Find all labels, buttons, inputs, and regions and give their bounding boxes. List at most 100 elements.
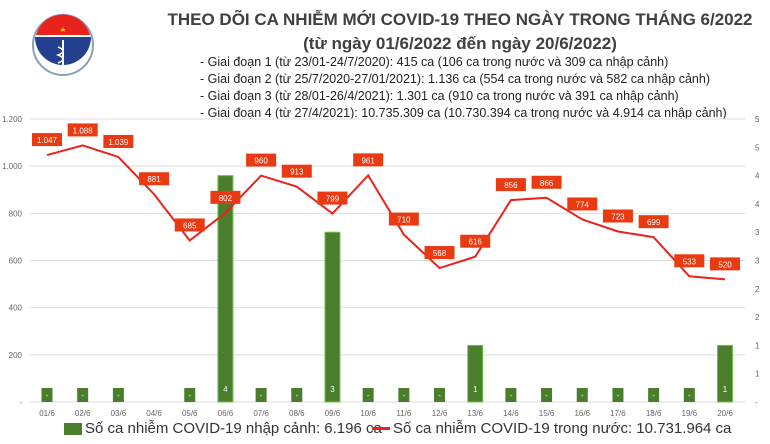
x-tick-label: 02/6 <box>75 409 91 418</box>
line-label-box <box>638 215 669 229</box>
legend-domestic: Số ca nhiễm COVID-19 trong nước: 10.731.… <box>372 420 731 437</box>
x-tick-label: 15/6 <box>539 409 555 418</box>
line-label: 723 <box>611 212 625 221</box>
bar-label: - <box>617 391 620 400</box>
logo <box>32 14 94 76</box>
line-label-box <box>103 134 134 148</box>
bar-label: - <box>117 391 120 400</box>
legend-bar-swatch <box>64 422 82 435</box>
bar-label: - <box>652 391 655 400</box>
x-tick-label: 20/6 <box>717 409 733 418</box>
right-tick-label: 4 <box>755 200 760 209</box>
bar-label: - <box>581 391 584 400</box>
line-label: 1.047 <box>37 136 58 145</box>
right-tick-label: 3 <box>755 257 760 266</box>
bar <box>648 388 660 402</box>
x-tick-label: 11/6 <box>396 409 412 418</box>
note-phase-2: - Giai đoạn 2 (từ 25/7/2020-27/01/2021):… <box>200 72 710 86</box>
x-tick-label: 01/6 <box>39 409 55 418</box>
bar <box>217 175 234 403</box>
line-label: 699 <box>647 218 661 227</box>
bar-label: - <box>438 391 441 400</box>
line-label-box <box>281 164 312 178</box>
right-tick-label: 2 <box>755 285 760 294</box>
line-label-box <box>246 153 277 167</box>
chart-title: THEO DÕI CA NHIỄM MỚI COVID-19 THEO NGÀY… <box>167 10 753 29</box>
x-tick-label: 18/6 <box>646 409 662 418</box>
line-label: 710 <box>397 216 411 225</box>
bar-label: 3 <box>330 385 335 394</box>
domestic-line <box>46 144 726 281</box>
right-tick-label: 5 <box>755 115 760 124</box>
x-tick-label: 14/6 <box>503 409 519 418</box>
bar <box>291 388 303 402</box>
line-label-box <box>210 190 241 204</box>
line-label: 913 <box>290 168 304 177</box>
line-label-box <box>67 123 98 137</box>
bar-label: - <box>46 391 49 400</box>
line-label-box <box>710 257 740 271</box>
bar-label: - <box>545 391 548 400</box>
line-label: 520 <box>718 260 732 269</box>
line-label-box <box>567 197 598 211</box>
line-label-box <box>139 172 170 186</box>
legend-line-swatch <box>372 427 390 430</box>
left-tick-label: 400 <box>9 304 23 313</box>
x-tick-label: 17/6 <box>610 409 626 418</box>
bar-label: - <box>403 391 406 400</box>
right-tick-label: 1 <box>755 370 760 379</box>
chart-subtitle: (từ ngày 01/6/2022 đến ngày 20/6/2022) <box>303 34 617 53</box>
bar-label: 1 <box>723 385 728 394</box>
bar <box>77 388 89 402</box>
bar <box>41 388 53 402</box>
bar-label: - <box>367 391 370 400</box>
line-label-box <box>353 153 384 167</box>
bar <box>683 388 695 402</box>
x-tick-label: 04/6 <box>146 409 162 418</box>
x-tick-label: 05/6 <box>182 409 198 418</box>
x-tick-label: 06/6 <box>218 409 234 418</box>
legend-imported: Số ca nhiễm COVID-19 nhập cảnh: 6.196 ca <box>64 420 382 437</box>
bar-label: 1 <box>473 385 478 394</box>
bar <box>576 388 588 402</box>
left-tick-label: - <box>19 398 22 407</box>
bar <box>255 388 267 402</box>
bar-label: - <box>688 391 691 400</box>
right-tick-label: - <box>755 398 758 407</box>
bar <box>184 388 196 402</box>
line-label: 799 <box>326 195 340 204</box>
x-tick-label: 07/6 <box>253 409 269 418</box>
right-tick-label: 3 <box>755 228 760 237</box>
line-label-box <box>424 246 455 260</box>
bar <box>505 388 517 402</box>
left-tick-label: 1.200 <box>2 115 23 124</box>
bar <box>112 388 124 402</box>
right-tick-label: 1 <box>755 341 760 350</box>
line-label: 856 <box>504 181 518 190</box>
note-phase-1: - Giai đoạn 1 (từ 23/01-24/7/2020): 415 … <box>200 55 669 69</box>
left-tick-label: 1.000 <box>2 162 23 171</box>
right-tick-label: 4 <box>755 172 760 181</box>
left-tick-label: 600 <box>9 257 23 266</box>
line-label-box <box>460 234 491 248</box>
line-label-box <box>388 212 419 226</box>
bar-label: - <box>295 391 298 400</box>
legend-domestic-label: Số ca nhiễm COVID-19 trong nước: 10.731.… <box>393 420 732 437</box>
line-label: 866 <box>540 179 554 188</box>
bar-label: - <box>260 391 263 400</box>
bar-label: - <box>81 391 84 400</box>
bar-label: - <box>188 391 191 400</box>
left-tick-label: 200 <box>9 351 23 360</box>
bar-label: 4 <box>223 385 228 394</box>
line-label: 1.088 <box>73 126 94 135</box>
line-label: 616 <box>469 238 483 247</box>
legend-imported-label: Số ca nhiễm COVID-19 nhập cảnh: 6.196 ca <box>85 420 382 437</box>
line-label: 802 <box>219 194 233 203</box>
line-label-box <box>32 133 62 147</box>
line-label-box <box>174 218 205 232</box>
x-tick-label: 12/6 <box>432 409 448 418</box>
line-label: 881 <box>147 175 161 184</box>
bar <box>324 231 341 403</box>
